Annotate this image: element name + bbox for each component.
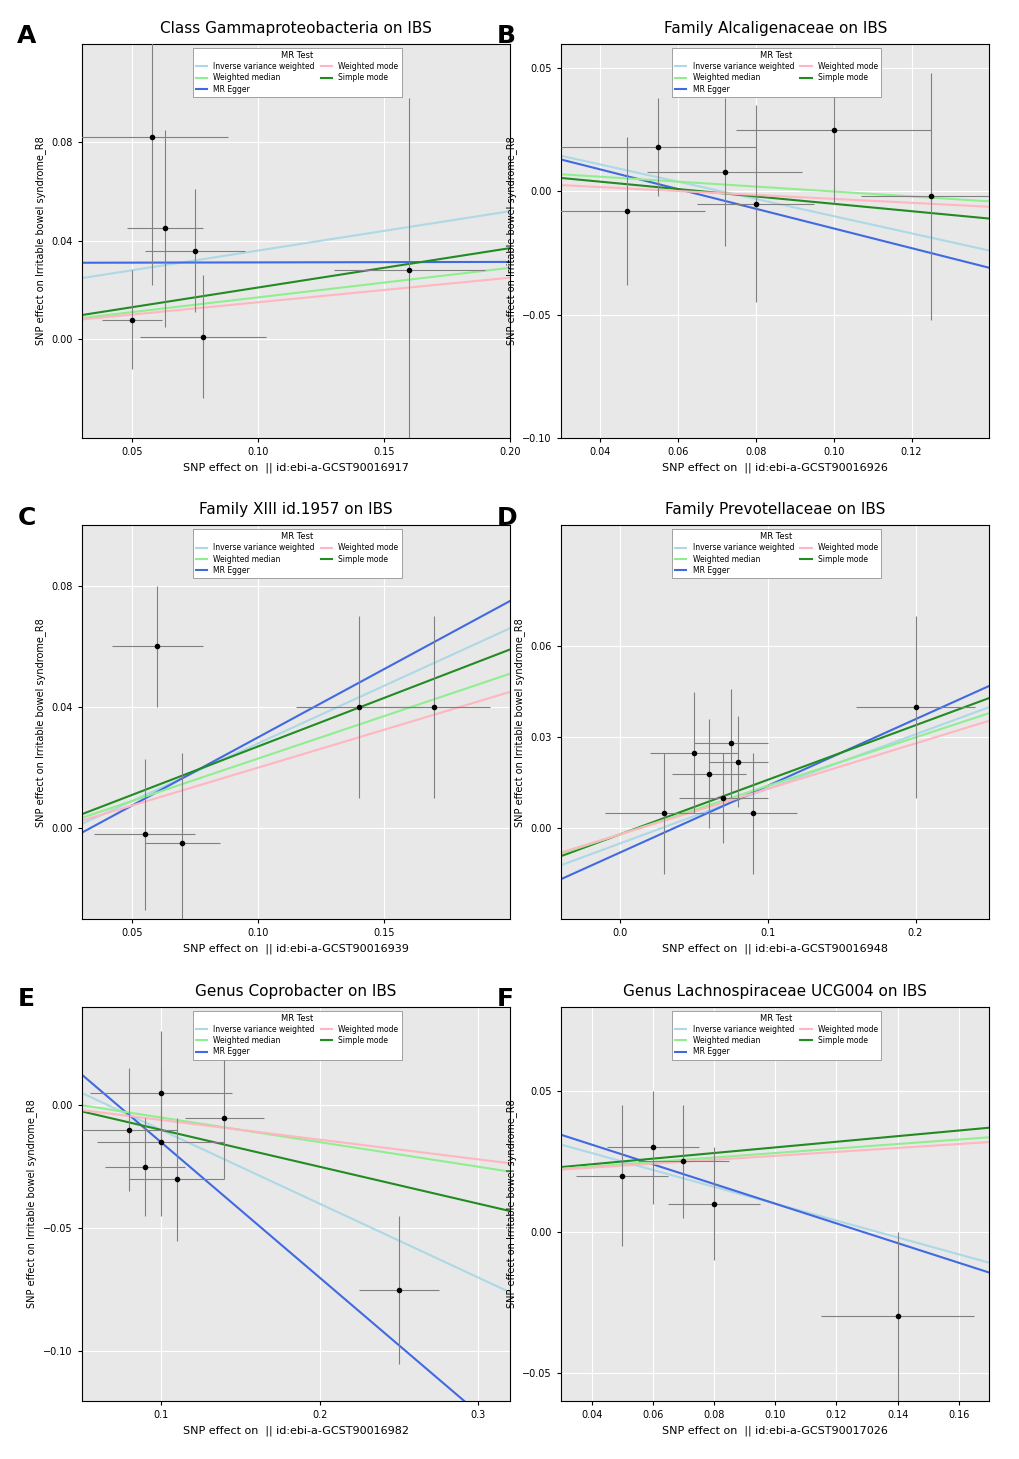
- X-axis label: SNP effect on  || id:ebi-a-GCST90016917: SNP effect on || id:ebi-a-GCST90016917: [182, 463, 409, 473]
- Text: F: F: [496, 986, 514, 1011]
- Y-axis label: SNP effect on Irritable bowel syndrome_R8: SNP effect on Irritable bowel syndrome_R…: [514, 617, 525, 827]
- Legend: Inverse variance weighted, Weighted median, MR Egger, Weighted mode, Simple mode: Inverse variance weighted, Weighted medi…: [193, 530, 401, 578]
- Text: D: D: [496, 505, 517, 530]
- X-axis label: SNP effect on  || id:ebi-a-GCST90016948: SNP effect on || id:ebi-a-GCST90016948: [661, 944, 888, 954]
- X-axis label: SNP effect on  || id:ebi-a-GCST90016926: SNP effect on || id:ebi-a-GCST90016926: [661, 463, 888, 473]
- Y-axis label: SNP effect on Irritable bowel syndrome_R8: SNP effect on Irritable bowel syndrome_R…: [35, 136, 46, 346]
- X-axis label: SNP effect on  || id:ebi-a-GCST90017026: SNP effect on || id:ebi-a-GCST90017026: [661, 1425, 888, 1436]
- Title: Genus Coprobacter on IBS: Genus Coprobacter on IBS: [195, 983, 396, 998]
- Y-axis label: SNP effect on Irritable bowel syndrome_R8: SNP effect on Irritable bowel syndrome_R…: [505, 136, 517, 346]
- Legend: Inverse variance weighted, Weighted median, MR Egger, Weighted mode, Simple mode: Inverse variance weighted, Weighted medi…: [672, 48, 880, 96]
- Text: A: A: [17, 23, 37, 48]
- Title: Family XIII id.1957 on IBS: Family XIII id.1957 on IBS: [199, 502, 392, 516]
- Legend: Inverse variance weighted, Weighted median, MR Egger, Weighted mode, Simple mode: Inverse variance weighted, Weighted medi…: [193, 1011, 401, 1059]
- Legend: Inverse variance weighted, Weighted median, MR Egger, Weighted mode, Simple mode: Inverse variance weighted, Weighted medi…: [672, 530, 880, 578]
- Legend: Inverse variance weighted, Weighted median, MR Egger, Weighted mode, Simple mode: Inverse variance weighted, Weighted medi…: [193, 48, 401, 96]
- Text: C: C: [17, 505, 36, 530]
- Legend: Inverse variance weighted, Weighted median, MR Egger, Weighted mode, Simple mode: Inverse variance weighted, Weighted medi…: [672, 1011, 880, 1059]
- Text: E: E: [17, 986, 35, 1011]
- Title: Genus Lachnospiraceae UCG004 on IBS: Genus Lachnospiraceae UCG004 on IBS: [623, 983, 926, 998]
- Y-axis label: SNP effect on Irritable bowel syndrome_R8: SNP effect on Irritable bowel syndrome_R…: [26, 1099, 38, 1309]
- X-axis label: SNP effect on  || id:ebi-a-GCST90016939: SNP effect on || id:ebi-a-GCST90016939: [182, 944, 409, 954]
- Title: Family Alcaligenaceae on IBS: Family Alcaligenaceae on IBS: [663, 20, 886, 35]
- Title: Family Prevotellaceae on IBS: Family Prevotellaceae on IBS: [664, 502, 884, 516]
- Y-axis label: SNP effect on Irritable bowel syndrome_R8: SNP effect on Irritable bowel syndrome_R…: [505, 1099, 517, 1309]
- Title: Class Gammaproteobacteria on IBS: Class Gammaproteobacteria on IBS: [160, 20, 431, 35]
- Text: B: B: [496, 23, 516, 48]
- X-axis label: SNP effect on  || id:ebi-a-GCST90016982: SNP effect on || id:ebi-a-GCST90016982: [182, 1425, 409, 1436]
- Y-axis label: SNP effect on Irritable bowel syndrome_R8: SNP effect on Irritable bowel syndrome_R…: [35, 617, 46, 827]
